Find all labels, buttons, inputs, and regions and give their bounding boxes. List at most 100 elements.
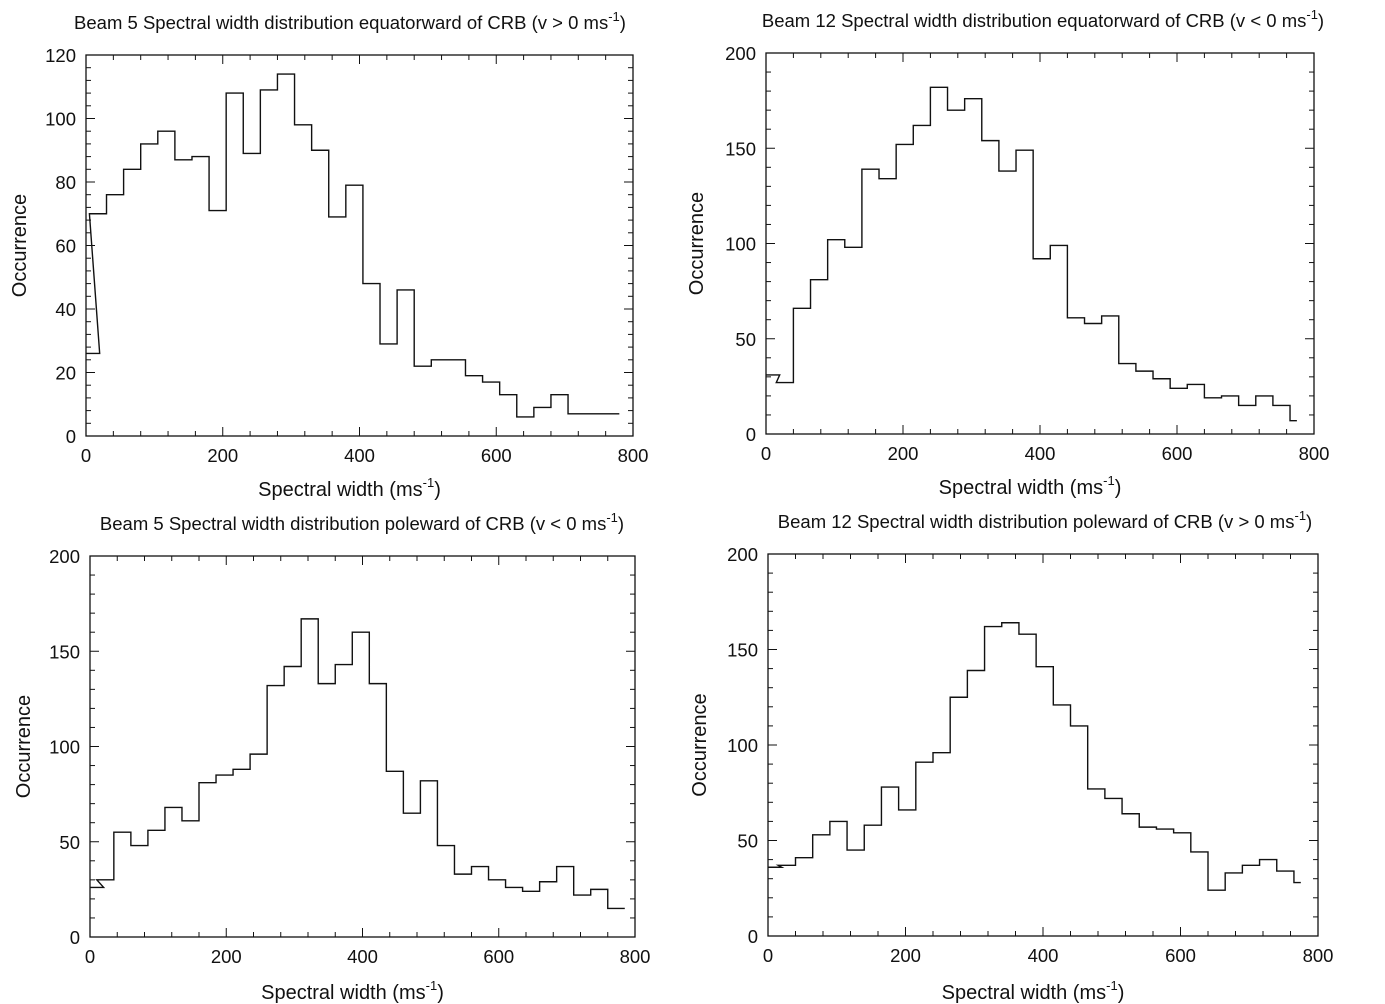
histogram-bar xyxy=(243,153,260,436)
histogram-bar xyxy=(403,813,420,937)
histogram-bar xyxy=(999,171,1016,434)
histogram-bar xyxy=(1019,634,1036,936)
histogram-bar xyxy=(864,825,881,936)
histogram-bar xyxy=(89,214,106,436)
chart-title: Beam 5 Spectral width distribution polew… xyxy=(100,510,624,534)
y-tick-label: 200 xyxy=(49,546,80,567)
histogram-bar xyxy=(295,125,312,436)
histogram-bar xyxy=(131,846,148,937)
histogram-bar xyxy=(267,686,284,937)
histogram-bar xyxy=(534,407,551,436)
histogram-bar xyxy=(420,781,437,937)
histogram-bar xyxy=(1208,890,1225,936)
histogram-bar xyxy=(318,684,335,937)
x-tick-label: 400 xyxy=(347,946,378,967)
histogram-bar xyxy=(1156,829,1173,936)
histogram-bar xyxy=(828,240,845,434)
x-tick-label: 0 xyxy=(761,443,771,464)
x-axis-label: Spectral width (ms-1) xyxy=(942,978,1125,1004)
histogram-bar xyxy=(793,308,810,434)
histogram-bar xyxy=(930,87,947,434)
histogram-bar xyxy=(107,195,124,436)
histogram-bar xyxy=(483,382,500,436)
histogram-bar xyxy=(796,858,813,936)
y-tick-label: 0 xyxy=(66,426,76,447)
y-axis-label: Occurrence xyxy=(686,192,708,295)
histogram-bar xyxy=(913,125,930,434)
histogram-bar xyxy=(380,344,397,436)
histogram-bar xyxy=(1119,364,1136,434)
histogram-bar xyxy=(1139,827,1156,936)
histogram-bar xyxy=(414,366,431,436)
histogram-bar xyxy=(517,417,534,436)
x-tick-label: 200 xyxy=(890,945,921,966)
x-tick-label: 800 xyxy=(1299,443,1330,464)
histogram-bar xyxy=(568,414,585,436)
y-tick-label: 100 xyxy=(727,735,758,756)
histogram-bar xyxy=(500,395,517,436)
histogram-bar xyxy=(574,895,591,937)
histogram-bar xyxy=(540,882,557,937)
histogram-bar xyxy=(233,769,250,937)
histogram-bar xyxy=(1256,396,1273,434)
y-tick-label: 0 xyxy=(748,926,758,947)
histogram-bar xyxy=(778,865,795,936)
chart-panel-1: Beam 5 Spectral width distribution equat… xyxy=(9,9,648,501)
histogram-bar xyxy=(192,157,209,436)
histogram-bar xyxy=(1036,667,1053,936)
histogram-bar xyxy=(1174,833,1191,936)
chart-title: Beam 12 Spectral width distribution pole… xyxy=(778,508,1312,532)
histogram-bar xyxy=(277,74,294,436)
histogram-bar xyxy=(335,665,352,937)
chart-panel-2: Beam 12 Spectral width distribution equa… xyxy=(686,7,1329,499)
x-tick-label: 600 xyxy=(1165,945,1196,966)
histogram-bar xyxy=(397,290,414,436)
y-axis-label: Occurrence xyxy=(9,194,31,297)
y-tick-label: 0 xyxy=(746,424,756,445)
histogram-bar xyxy=(448,360,465,436)
chart-panel-4: Beam 12 Spectral width distribution pole… xyxy=(689,508,1333,1004)
x-tick-label: 400 xyxy=(1025,443,1056,464)
histogram-bar xyxy=(472,867,489,937)
y-tick-label: 0 xyxy=(70,927,80,948)
y-tick-label: 120 xyxy=(45,45,76,66)
histogram-bar xyxy=(608,908,625,937)
y-tick-label: 100 xyxy=(45,109,76,130)
histogram-bar xyxy=(1071,726,1088,936)
histogram-bar xyxy=(329,217,346,436)
x-axis-label: Spectral width (ms-1) xyxy=(939,473,1122,499)
histogram-bar xyxy=(776,383,793,434)
x-tick-label: 800 xyxy=(620,946,651,967)
histogram-bar xyxy=(896,144,913,434)
histogram-bar xyxy=(551,395,568,436)
histogram-outline xyxy=(90,618,625,910)
histogram-bar xyxy=(1277,871,1294,936)
x-tick-label: 200 xyxy=(207,445,238,466)
histogram-bar xyxy=(1105,798,1122,936)
y-tick-label: 100 xyxy=(49,737,80,758)
histogram-bar xyxy=(1290,421,1297,434)
histogram-bar xyxy=(346,185,363,436)
histogram-bar xyxy=(1067,318,1084,434)
x-axis-label: Spectral width (ms-1) xyxy=(258,475,441,501)
histogram-bar xyxy=(845,247,862,434)
histogram-bar xyxy=(1222,396,1239,434)
histogram-bar xyxy=(862,169,879,434)
histogram-bar xyxy=(1170,388,1187,434)
histogram-bar xyxy=(260,90,277,436)
histogram-bar xyxy=(523,891,540,937)
histogram-bar xyxy=(199,783,216,937)
histogram-bar xyxy=(591,889,608,937)
histogram-bar xyxy=(811,280,828,434)
x-tick-label: 400 xyxy=(344,445,375,466)
histogram-bar xyxy=(1242,865,1259,936)
y-tick-label: 200 xyxy=(725,43,756,64)
histogram-bar xyxy=(465,376,482,436)
x-tick-label: 0 xyxy=(85,946,95,967)
histogram-bar xyxy=(1053,705,1070,936)
histogram-bar xyxy=(284,666,301,937)
histogram-bar xyxy=(369,684,386,937)
histogram-bar xyxy=(1273,405,1290,434)
histogram-bar xyxy=(1191,852,1208,936)
